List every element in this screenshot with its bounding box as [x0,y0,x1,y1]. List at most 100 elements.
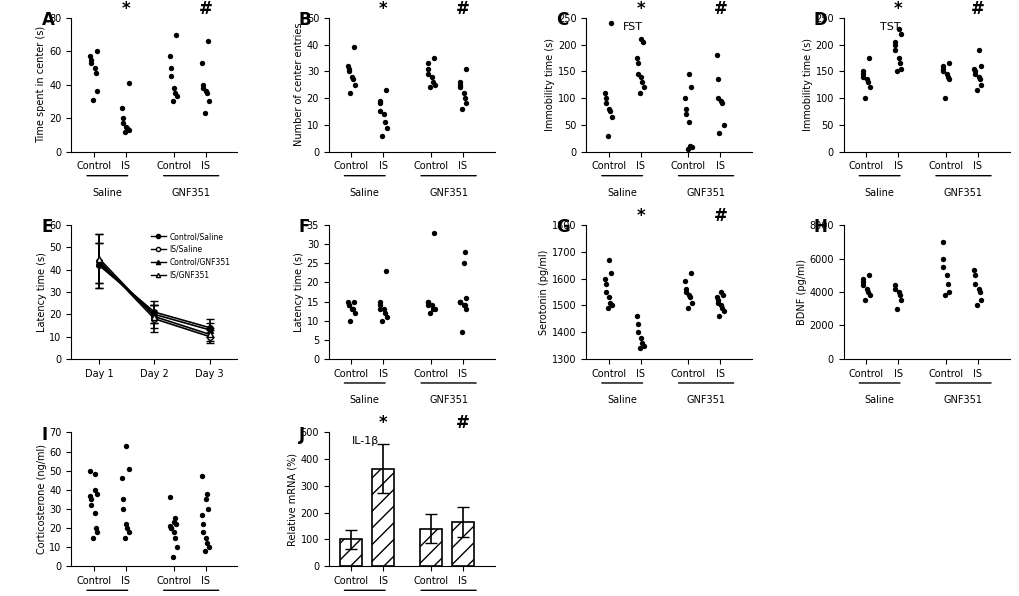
Point [855,281,871,290]
Point [453,327,470,337]
Point [934,262,951,272]
Point [121,527,138,536]
Point [120,78,137,88]
Point [371,297,387,306]
Point [966,271,982,280]
Point [343,72,360,82]
Point [629,327,645,337]
Point [85,533,101,542]
Point [631,88,647,98]
Point [195,80,211,89]
Point [709,94,726,103]
Point [968,300,984,310]
Point [683,83,699,92]
Point [715,120,732,130]
Point [890,24,906,33]
Text: #: # [455,414,470,433]
Point [890,53,906,63]
Point [966,67,982,76]
Point [376,308,392,318]
Point [629,69,645,79]
Point [854,67,870,76]
Point [597,280,613,289]
Point [635,37,651,46]
Text: I: I [42,426,48,444]
Point [855,69,871,79]
Point [966,69,982,79]
Point [677,285,693,294]
Text: D: D [813,11,826,29]
Point [420,64,436,73]
Point [420,300,436,310]
Point [339,61,356,71]
Point [83,495,99,504]
Point [118,122,135,131]
Text: #: # [712,207,727,225]
Point [893,64,909,73]
Text: A: A [42,11,54,29]
Point [600,293,616,302]
Point [458,64,474,73]
Point [886,37,902,46]
Point [166,83,182,93]
Point [938,279,955,288]
Point [340,300,357,310]
Point [372,107,388,116]
Point [375,305,391,314]
Point [116,127,132,136]
Point [679,303,695,313]
Point [200,504,216,514]
Point [119,523,136,533]
Point [169,92,185,101]
Point [451,297,468,306]
Point [599,131,615,140]
Point [855,72,871,82]
Point [83,55,99,64]
Point [195,527,211,536]
Text: Saline: Saline [93,188,122,198]
Point [194,510,210,519]
Point [677,104,693,114]
Point [937,271,954,280]
Point [709,295,726,305]
Point [709,74,726,84]
Point [426,80,442,89]
Point [344,305,361,314]
Point [199,539,215,548]
Point [455,259,472,268]
Text: *: * [636,207,644,225]
Point [167,88,183,98]
Point [860,83,876,92]
Point [633,333,649,342]
Point [969,45,985,55]
Point [419,297,435,306]
Point [163,63,179,73]
Point [941,287,957,297]
Point [972,80,988,89]
Point [376,117,392,127]
Point [87,470,103,479]
Text: GNF351: GNF351 [429,188,468,198]
Point [166,517,182,527]
Point [424,77,440,87]
Point [629,53,645,63]
Point [933,61,950,71]
Point [458,305,474,314]
Point [344,74,361,84]
Y-axis label: Time spent in center (s): Time spent in center (s) [37,26,47,143]
Text: #: # [199,0,212,18]
Point [712,287,729,297]
Point [890,287,906,297]
Point [677,287,693,297]
Text: TST: TST [879,22,900,32]
Text: *: * [378,0,387,18]
Text: Saline: Saline [864,395,894,405]
Point [597,99,613,108]
Point [935,291,952,300]
Point [708,51,725,60]
Point [345,297,362,306]
Point [118,441,135,451]
Point [602,18,619,28]
Text: Saline: Saline [864,188,894,198]
Point [194,58,210,68]
